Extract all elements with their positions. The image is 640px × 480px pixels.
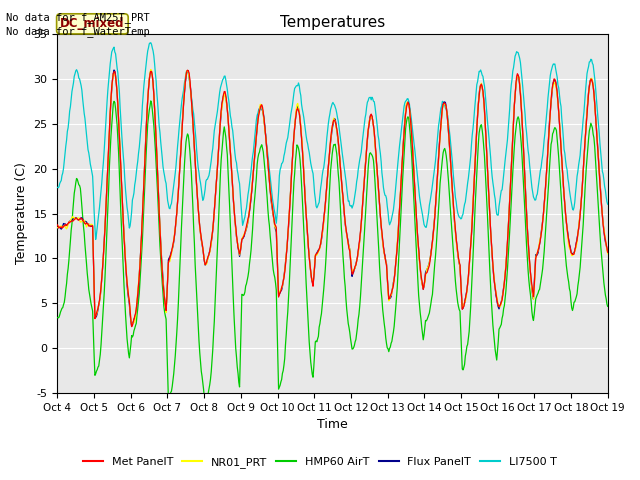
X-axis label: Time: Time xyxy=(317,419,348,432)
Text: No data for f_AM25T_PRT: No data for f_AM25T_PRT xyxy=(6,12,150,23)
Title: Temperatures: Temperatures xyxy=(280,15,385,30)
Text: No data for f_WaterTemp: No data for f_WaterTemp xyxy=(6,26,150,37)
Text: DC_mixed: DC_mixed xyxy=(60,17,125,30)
Legend: Met PanelT, NR01_PRT, HMP60 AirT, Flux PanelT, LI7500 T: Met PanelT, NR01_PRT, HMP60 AirT, Flux P… xyxy=(79,452,561,472)
Y-axis label: Temperature (C): Temperature (C) xyxy=(15,163,28,264)
